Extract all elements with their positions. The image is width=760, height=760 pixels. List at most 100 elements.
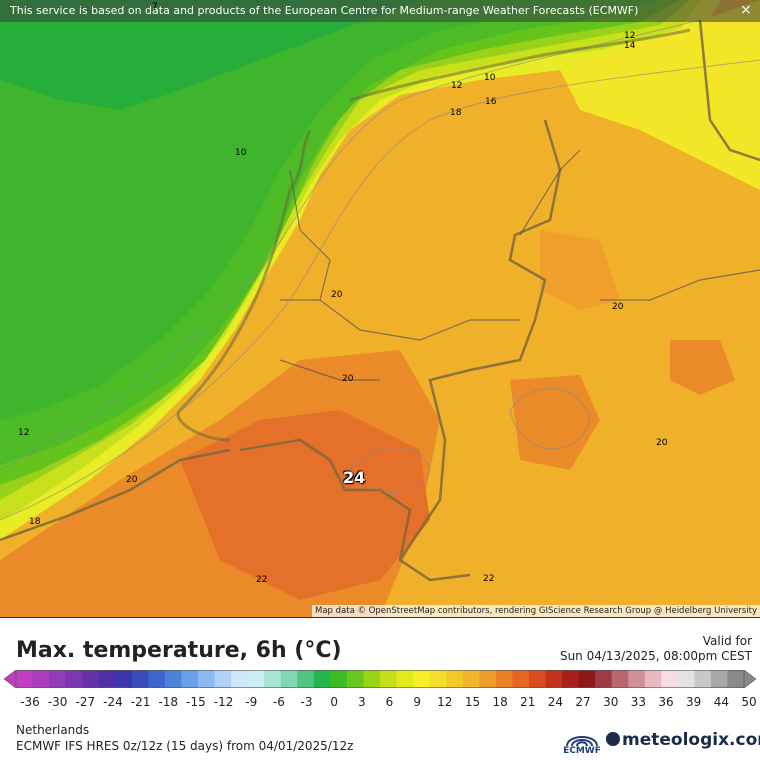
- contour-label: 20: [342, 374, 354, 384]
- legend-swatch: [578, 670, 596, 688]
- legend-tick-label: 12: [437, 695, 453, 709]
- contour-label: 20: [126, 475, 138, 485]
- legend-swatch: [512, 670, 530, 688]
- legend-swatch: [65, 670, 83, 688]
- contour-label: 22: [256, 575, 268, 585]
- legend-swatch: [313, 670, 331, 688]
- legend-swatch: [545, 670, 563, 688]
- contour-label: 10: [235, 148, 247, 158]
- color-legend: [3, 669, 757, 689]
- legend-swatch: [231, 670, 249, 688]
- legend-tick-label: -30: [47, 695, 68, 709]
- legend-swatch: [446, 670, 464, 688]
- legend-tick-label: -18: [158, 695, 179, 709]
- legend-tick-label: 33: [630, 695, 647, 709]
- valid-time: Sun 04/13/2025, 08:00pm CEST: [559, 649, 752, 663]
- notice-text: This service is based on data and produc…: [10, 4, 639, 17]
- legend-tick-label: 0: [330, 695, 339, 709]
- legend-tick-label: -12: [213, 695, 234, 709]
- meteologix-logo[interactable]: meteologix.com: [606, 730, 760, 750]
- legend-swatch: [16, 670, 34, 688]
- legend-tick-label: -36: [20, 695, 40, 709]
- legend-swatch: [694, 670, 712, 688]
- legend-tick-label: 27: [575, 695, 591, 709]
- legend-scale: [3, 669, 757, 689]
- legend-swatch: [131, 670, 149, 688]
- legend-tick-label: 3: [358, 695, 366, 709]
- contour-label: 12: [451, 81, 463, 91]
- max-temperature-marker[interactable]: 24: [343, 468, 366, 487]
- legend-tick-label: 39: [686, 695, 702, 709]
- footer-panel: Max. temperature, 6h (°C) Valid for Sun …: [0, 618, 760, 760]
- legend-swatch: [346, 670, 364, 688]
- legend-swatch: [495, 670, 513, 688]
- legend-swatch: [628, 670, 646, 688]
- legend-swatch: [661, 670, 679, 688]
- legend-tick-label: 30: [603, 695, 619, 709]
- legend-swatch: [396, 670, 414, 688]
- legend-swatch: [49, 670, 67, 688]
- legend-swatch: [280, 670, 298, 688]
- map-attribution[interactable]: Map data © OpenStreetMap contributors, r…: [312, 605, 760, 617]
- legend-tick-label: 50: [741, 695, 757, 709]
- brand-name: meteologix.com: [622, 730, 760, 750]
- legend-swatch: [710, 670, 728, 688]
- valid-for-label: Valid for: [702, 634, 752, 648]
- legend-swatch: [644, 670, 662, 688]
- temperature-field: [0, 0, 760, 617]
- legend-frame: [15, 670, 745, 688]
- legend-swatch: [198, 670, 216, 688]
- legend-arrow-left: [3, 669, 17, 689]
- contour-label: 20: [612, 302, 624, 312]
- legend-tick-label: -27: [75, 695, 96, 709]
- legend-swatch: [677, 670, 695, 688]
- legend-tick-label: 6: [385, 695, 394, 709]
- legend-tick-label: 9: [413, 695, 421, 709]
- legend-swatch: [115, 670, 133, 688]
- ecmwf-logo-icon: [566, 736, 598, 747]
- legend-tick-label: -21: [130, 695, 151, 709]
- legend-swatch: [247, 670, 265, 688]
- ecmwf-logo[interactable]: ECMWF: [557, 726, 607, 756]
- contour-label: 12: [18, 428, 30, 438]
- ecmwf-notice-bar: This service is based on data and produc…: [0, 0, 760, 22]
- legend-swatch: [98, 670, 116, 688]
- chart-title: Max. temperature, 6h (°C): [16, 638, 342, 663]
- legend-swatch: [727, 670, 745, 688]
- contour-label: 18: [450, 108, 462, 118]
- ecmwf-logo-text: ECMWF: [563, 746, 601, 756]
- legend-tick-label: -24: [103, 695, 123, 709]
- legend-tick-label: 44: [713, 695, 729, 709]
- legend-swatch: [462, 670, 480, 688]
- legend-arrow-right: [743, 669, 757, 689]
- legend-tick-label: 18: [492, 695, 508, 709]
- legend-swatch: [82, 670, 100, 688]
- legend-tick-label: -9: [245, 695, 258, 709]
- contour-label: 14: [624, 41, 636, 51]
- legend-ticks: -36 -30 -27 -24 -21 -18 -15 -12 -9 -6 -3 0 3 6 9 12 15 18…: [0, 695, 760, 709]
- contour-label: 18: [29, 517, 41, 527]
- contour-label: 22: [483, 574, 495, 584]
- legend-tick-label: -6: [272, 695, 285, 709]
- legend-swatch: [528, 670, 546, 688]
- contour-label: 20: [331, 290, 343, 300]
- legend-swatch: [181, 670, 199, 688]
- legend-tick-label: -15: [186, 695, 206, 709]
- region-name: Netherlands: [16, 723, 90, 737]
- legend-tick-label: 21: [520, 695, 536, 709]
- legend-tick-label: -3: [300, 695, 313, 709]
- model-info: ECMWF IFS HRES 0z/12z (15 days) from 04/…: [16, 739, 354, 753]
- legend-swatch: [429, 670, 447, 688]
- meteologix-globe-icon: [606, 732, 620, 746]
- legend-swatch: [479, 670, 497, 688]
- legend-swatch: [562, 670, 580, 688]
- legend-swatch: [611, 670, 629, 688]
- close-icon[interactable]: ×: [740, 2, 752, 18]
- contour-label: 7: [152, 2, 158, 12]
- legend-swatch: [32, 670, 50, 688]
- temperature-map[interactable]: This service is based on data and produc…: [0, 0, 760, 618]
- legend-swatch: [264, 670, 282, 688]
- legend-swatch: [164, 670, 182, 688]
- legend-tick-label: 15: [464, 695, 481, 709]
- legend-swatch: [363, 670, 381, 688]
